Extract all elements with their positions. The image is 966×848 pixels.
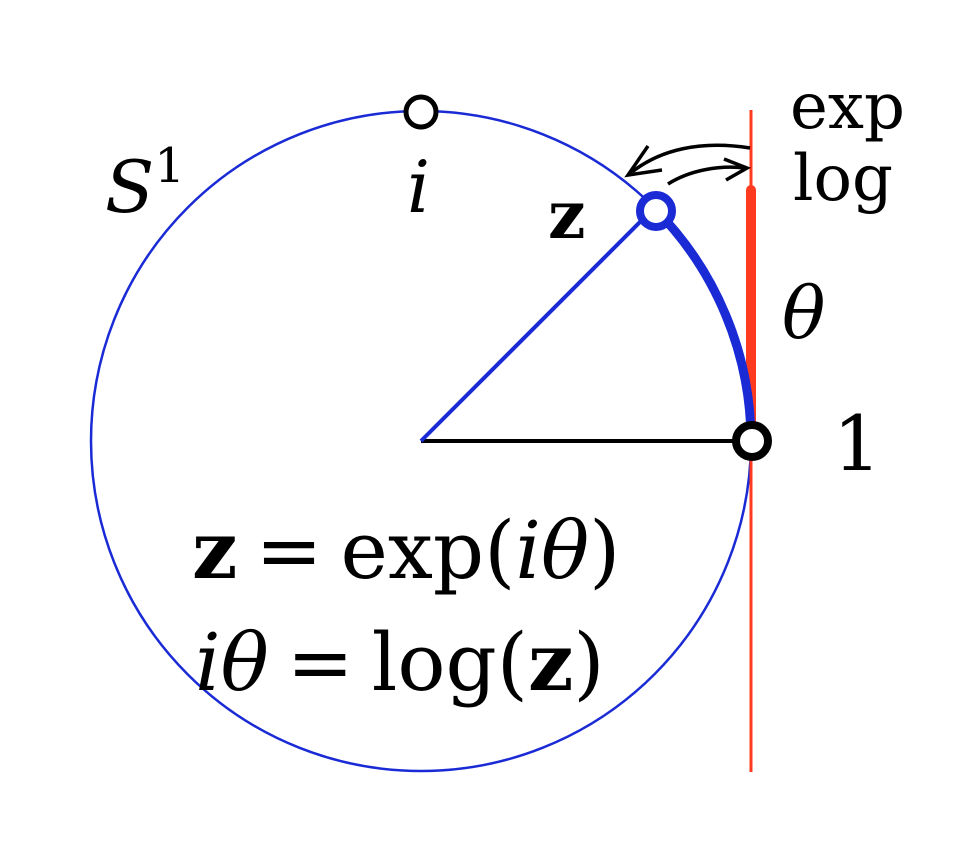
- log-arrowhead: [723, 157, 752, 182]
- point-i-label: i: [407, 145, 430, 229]
- log-map-label: log: [793, 142, 893, 216]
- equation-exp: z = exp(iθ): [192, 503, 620, 597]
- angle-theta-label: θ: [782, 271, 825, 355]
- point-one-label: 1: [833, 399, 881, 488]
- arc-theta: [650, 204, 756, 442]
- point-z-marker: [636, 191, 676, 231]
- circle-label: S1: [105, 138, 185, 229]
- log-arrow: [667, 165, 746, 186]
- point-one-marker: [732, 421, 772, 461]
- equation-log: iθ = log(z): [195, 615, 605, 709]
- exp-map-label: exp: [790, 70, 905, 144]
- point-i-marker: [403, 94, 439, 130]
- point-z-label: z: [548, 176, 585, 254]
- radius-to-z: [419, 206, 656, 443]
- exp-arrowhead: [624, 145, 663, 178]
- exp-arrow: [630, 143, 751, 174]
